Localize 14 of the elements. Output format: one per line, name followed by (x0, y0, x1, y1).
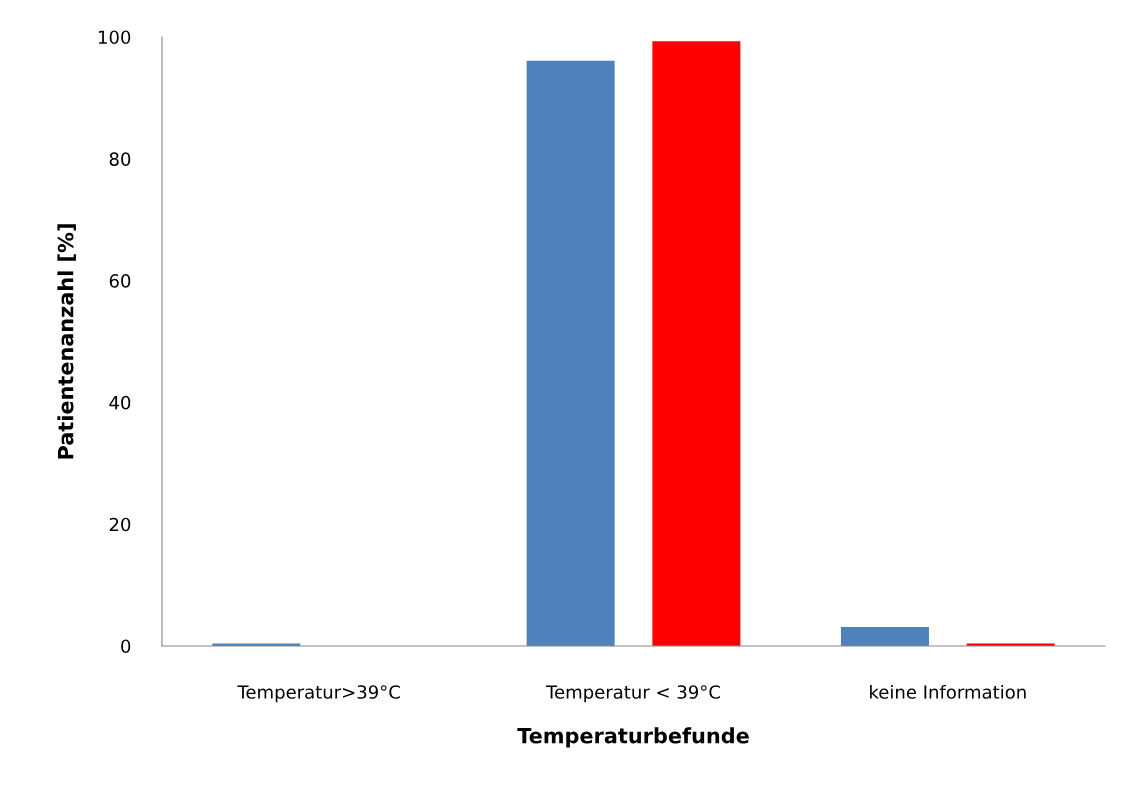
x-tick-label: Temperatur < 39°C (546, 685, 720, 703)
bar (526, 60, 615, 646)
y-tick-label: 40 (109, 395, 131, 410)
x-tick-label: keine Information (870, 684, 1026, 699)
y-tick-label: 0 (121, 639, 131, 654)
x-tick-label: Temperatur>39°C (237, 685, 400, 703)
y-tick-label: 20 (109, 517, 131, 532)
y-axis-title: Patientenanzahl [%] (57, 224, 76, 459)
y-tick-label: 100 (98, 30, 131, 45)
bar (840, 627, 929, 646)
y-tick-label: 80 (109, 152, 131, 166)
y-tick-label: 60 (109, 274, 131, 288)
bar (652, 41, 741, 646)
x-axis-title: Temperaturbefunde (517, 727, 749, 748)
